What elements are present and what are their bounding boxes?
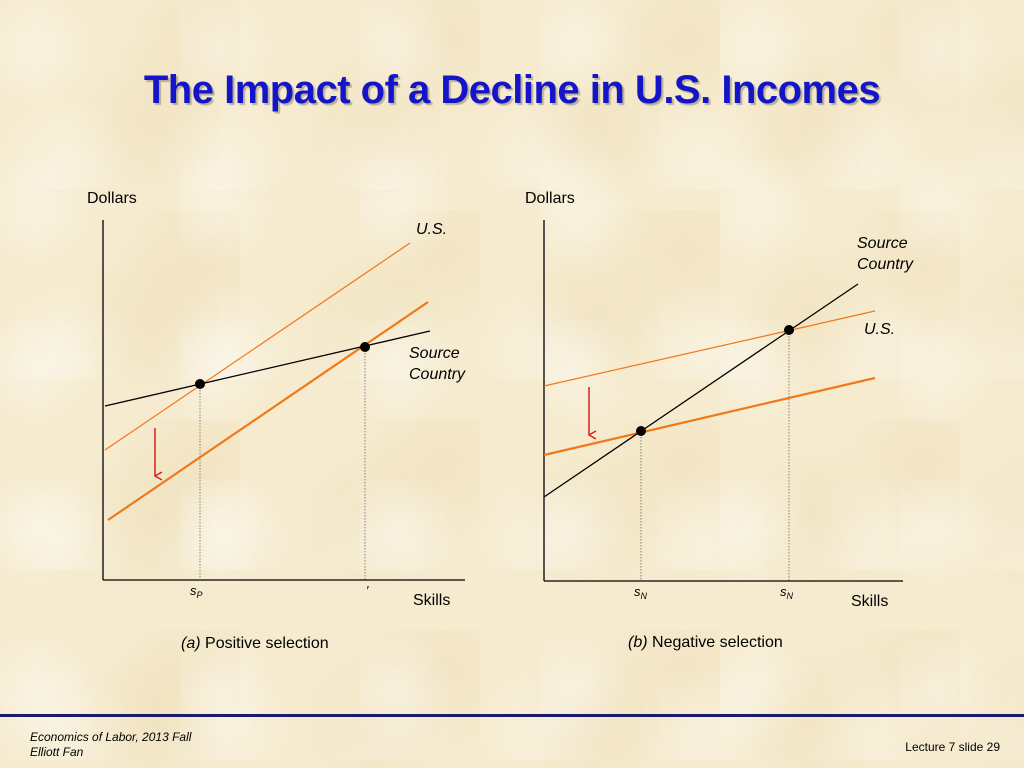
panel-a-source-country-line	[104, 330, 431, 407]
panel-b-tick-2-label: sN	[780, 584, 794, 601]
panel-a-caption: (a) Positive selection	[181, 635, 329, 652]
panel-b-us-line-shifted	[543, 376, 876, 457]
panel-b-source-country-line	[543, 283, 859, 498]
panel-a-us-label: U.S.	[416, 221, 447, 238]
panel-b-us-label: U.S.	[864, 321, 895, 338]
panel-b-tick-1-label: sN	[634, 584, 648, 601]
panel-b-caption: (b) Negative selection	[628, 634, 783, 651]
footer-credits: Economics of Labor, 2013 Fall Elliott Fa…	[30, 730, 191, 760]
panel-b-negative-selection: Dollars Skills Source Country U.S. sN sN…	[525, 190, 914, 651]
panel-b-source-label-line1: Source	[857, 235, 908, 252]
panel-b-us-line-original	[543, 310, 876, 387]
panel-b-intersection-new	[636, 426, 646, 436]
panel-b-x-axis-label: Skills	[851, 593, 888, 610]
panel-a-us-line-shifted	[107, 301, 429, 521]
panel-b-source-label-line2: Country	[857, 256, 914, 273]
panel-a-source-label-line1: Source	[409, 345, 460, 362]
panel-b-intersection-original	[784, 325, 794, 335]
panel-a-x-axis-label: Skills	[413, 592, 450, 609]
panel-a-source-label-line2: Country	[409, 366, 466, 383]
slide-title: The Impact of a Decline in U.S. Incomes	[143, 68, 881, 112]
slide-number: Lecture 7 slide 29	[905, 740, 1000, 754]
panel-a-intersection-new	[360, 342, 370, 352]
panel-a-y-axis-label: Dollars	[87, 190, 137, 207]
panel-a-tick-1-label: sP	[190, 583, 203, 600]
footer-course: Economics of Labor, 2013 Fall	[30, 730, 192, 744]
panel-a-us-line-original	[104, 242, 411, 451]
footer-rule	[0, 714, 1024, 717]
panel-a-intersection-original	[195, 379, 205, 389]
panel-b-y-axis-label: Dollars	[525, 190, 575, 207]
panel-a-tick-2-label: ′	[366, 583, 369, 598]
footer-author: Elliott Fan	[30, 745, 84, 759]
panel-a-positive-selection: Dollars Skills U.S. Source Country sP ′ …	[87, 190, 466, 652]
